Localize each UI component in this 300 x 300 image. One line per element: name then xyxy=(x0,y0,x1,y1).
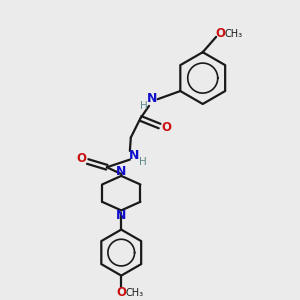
Text: O: O xyxy=(116,286,126,299)
Text: H: H xyxy=(140,158,147,167)
Text: CH₃: CH₃ xyxy=(126,288,144,298)
Text: H: H xyxy=(140,101,148,111)
Text: O: O xyxy=(215,28,225,40)
Text: O: O xyxy=(76,152,86,165)
Text: N: N xyxy=(116,165,126,178)
Text: O: O xyxy=(161,122,171,134)
Text: N: N xyxy=(147,92,157,105)
Text: CH₃: CH₃ xyxy=(224,29,242,39)
Text: N: N xyxy=(116,209,126,222)
Text: N: N xyxy=(128,149,139,162)
